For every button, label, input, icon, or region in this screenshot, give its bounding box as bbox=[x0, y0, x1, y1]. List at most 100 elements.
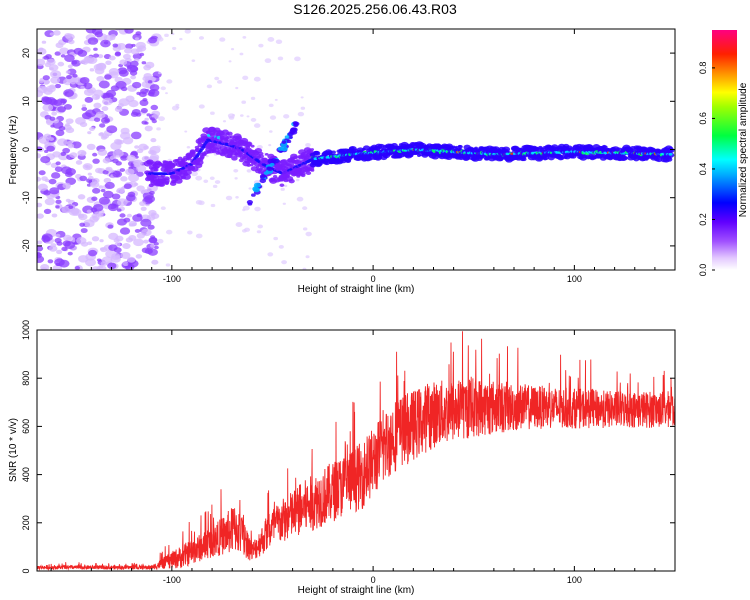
spectrogram-noise-cell bbox=[87, 37, 99, 45]
colorbar-tick-label: 0.8 bbox=[698, 62, 708, 75]
spectrogram-noise-cell bbox=[67, 68, 77, 76]
spectrogram-noise-cell bbox=[79, 175, 88, 182]
spectrogram-speckle-cell bbox=[156, 36, 164, 42]
spectrogram-speckle-cell bbox=[246, 115, 250, 118]
spectrogram-noise-cell bbox=[110, 142, 122, 151]
spectrogram-noise-cell bbox=[57, 61, 65, 67]
spectrogram-speckle-cell bbox=[203, 179, 209, 183]
spectrogram-noise-cell bbox=[74, 266, 81, 270]
spectrogram-noise-cell bbox=[83, 55, 95, 64]
spectrogram-noise-cell bbox=[122, 243, 131, 250]
spectrogram-speckle-cell bbox=[269, 130, 273, 133]
spectrogram-track-cell bbox=[163, 176, 170, 181]
spectrogram-noise-cell bbox=[37, 240, 43, 245]
spectrogram-noise-cell bbox=[56, 249, 63, 255]
spectrogram-noise-cell bbox=[107, 224, 114, 229]
spectrogram-noise-cell bbox=[135, 254, 143, 259]
spectrogram-speckle-cell bbox=[302, 206, 308, 211]
spectrogram-speckle-cell bbox=[300, 106, 306, 110]
spectrogram-speckle-cell bbox=[283, 184, 288, 188]
spectrogram-noise-cell bbox=[48, 245, 58, 252]
spectrogram-noise-cell bbox=[40, 264, 50, 270]
spectrogram-noise-cell bbox=[146, 113, 151, 117]
spectrogram-noise-cell bbox=[37, 245, 44, 252]
spectrogram-noise-cell bbox=[97, 148, 108, 156]
chart-title: S126.2025.256.06.43.R03 bbox=[293, 1, 457, 17]
spectrogram-track-cell bbox=[269, 162, 275, 167]
spectrogram-track-cell bbox=[153, 168, 159, 172]
spectrogram-noise-cell bbox=[143, 239, 149, 244]
spectrogram-noise-cell bbox=[79, 222, 86, 227]
spectrogram-noise-cell bbox=[115, 80, 127, 89]
spectrogram-noise-cell bbox=[105, 167, 111, 172]
spectrogram-noise-cell bbox=[112, 158, 119, 164]
spectrogram-noise-cell bbox=[54, 83, 62, 89]
spectrogram-noise-cell bbox=[138, 143, 149, 151]
spectrogram-noise-cell bbox=[60, 98, 68, 104]
spectrogram-track-cell bbox=[264, 153, 269, 156]
spectrogram-noise-cell bbox=[93, 117, 101, 122]
spectrogram-track-cell bbox=[367, 156, 374, 161]
spectrogram-noise-cell bbox=[135, 41, 146, 50]
spectrogram-track-cell bbox=[521, 157, 527, 162]
spectrogram-speckle-cell bbox=[214, 76, 220, 81]
spectrogram-noise-cell bbox=[136, 232, 145, 239]
spectrogram-speckle-cell bbox=[212, 184, 218, 188]
spectrogram-speckle-cell bbox=[198, 104, 205, 109]
spectrogram-speckle-cell bbox=[160, 86, 166, 91]
spectrogram-noise-cell bbox=[128, 223, 134, 227]
spectrogram-speckle-cell bbox=[235, 222, 243, 228]
spectrogram-track-cell bbox=[266, 166, 274, 172]
spectrogram-noise-cell bbox=[37, 47, 47, 56]
spectrogram-noise-cell bbox=[78, 255, 89, 263]
spectrogram-track-cell bbox=[259, 174, 266, 179]
spectrogram-speckle-cell bbox=[256, 230, 262, 234]
spectrogram-track-cell bbox=[559, 156, 564, 160]
spectrogram-noise-cell bbox=[114, 106, 123, 113]
snr-plot-area bbox=[37, 330, 675, 571]
spectrogram-speckle-cell bbox=[222, 120, 227, 123]
spectrogram-track-cell bbox=[293, 155, 299, 160]
spectrogram-noise-cell bbox=[41, 97, 53, 105]
spectrogram-noise-cell bbox=[92, 152, 98, 157]
spectrogram-speckle-cell bbox=[250, 96, 256, 100]
spectrogram-noise-cell bbox=[114, 51, 121, 56]
spectrogram-track-cell bbox=[281, 140, 287, 144]
snr-ytick-label: 400 bbox=[21, 467, 31, 482]
spectrogram-noise-cell bbox=[124, 29, 134, 34]
spectrogram-noise-cell bbox=[130, 111, 139, 117]
spectrogram-speckle-cell bbox=[241, 229, 247, 233]
spectrogram-noise-cell bbox=[98, 196, 110, 205]
spectrogram-track-cell bbox=[252, 187, 260, 193]
snr-ylabel: SNR (10 * v/v) bbox=[8, 418, 19, 482]
spectrogram-noise-cell bbox=[55, 129, 65, 137]
spectrogram-noise-cell bbox=[103, 41, 109, 45]
spectrogram-noise-cell bbox=[136, 91, 142, 96]
snr-ytick-label: 200 bbox=[21, 515, 31, 530]
spectrogram-speckle-cell bbox=[228, 60, 232, 63]
spectrogram-noise-cell bbox=[49, 187, 60, 195]
spectrogram-noise-cell bbox=[144, 125, 153, 132]
spectrogram-noise-cell bbox=[67, 64, 73, 69]
spectrogram-speckle-cell bbox=[210, 203, 216, 208]
spectrogram-speckle-cell bbox=[156, 127, 161, 131]
spectrogram-noise-cell bbox=[140, 218, 152, 227]
spectrogram-noise-cell bbox=[140, 108, 148, 114]
spectrogram-speckle-cell bbox=[246, 169, 252, 173]
spectrogram-noise-cell bbox=[87, 172, 92, 176]
spectrogram-xlabel: Height of straight line (km) bbox=[298, 284, 415, 295]
spectrogram-track-cell bbox=[184, 169, 192, 176]
spectrogram-noise-cell bbox=[92, 158, 100, 164]
spectrogram-noise-cell bbox=[93, 53, 100, 58]
spectrogram-noise-cell bbox=[64, 54, 75, 63]
spectrogram-noise-cell bbox=[65, 198, 71, 203]
spectrogram-ytick-label: 0 bbox=[21, 147, 31, 152]
spectrogram-noise-cell bbox=[131, 43, 136, 47]
spectrogram-noise-cell bbox=[91, 266, 101, 270]
spectrogram-noise-cell bbox=[55, 42, 64, 49]
spectrogram-noise-cell bbox=[100, 188, 106, 193]
spectrogram-speckle-cell bbox=[164, 33, 169, 38]
spectrogram-noise-cell bbox=[98, 265, 104, 269]
spectrogram-noise-cell bbox=[59, 47, 70, 55]
spectrogram-noise-cell bbox=[147, 224, 155, 230]
